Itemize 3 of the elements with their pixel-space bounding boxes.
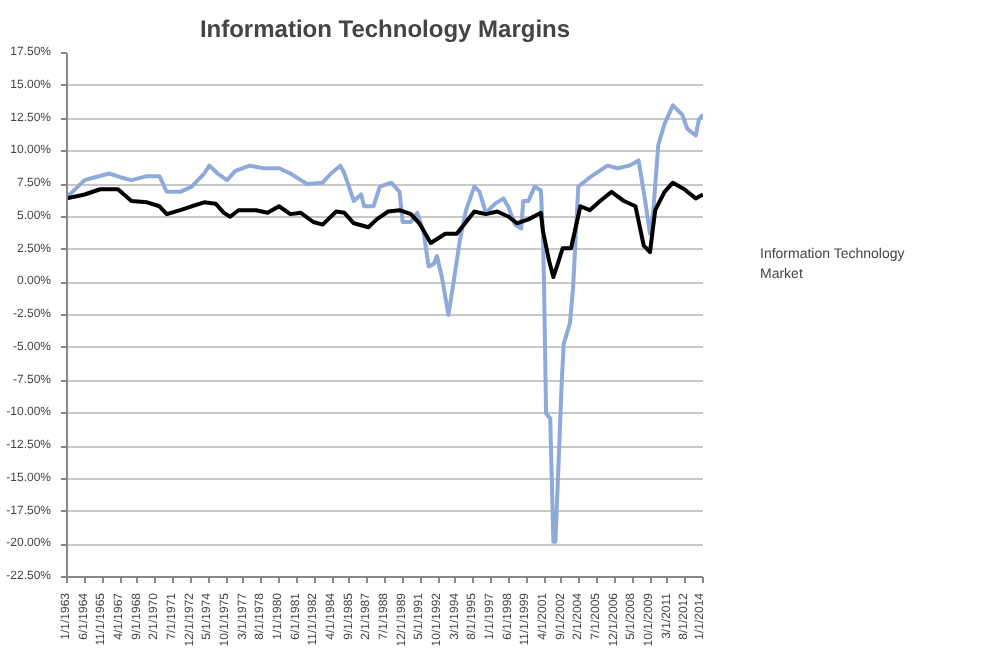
- line-series: [67, 180, 703, 280]
- line-series: [67, 103, 703, 544]
- chart-title: Information Technology Margins: [199, 15, 571, 43]
